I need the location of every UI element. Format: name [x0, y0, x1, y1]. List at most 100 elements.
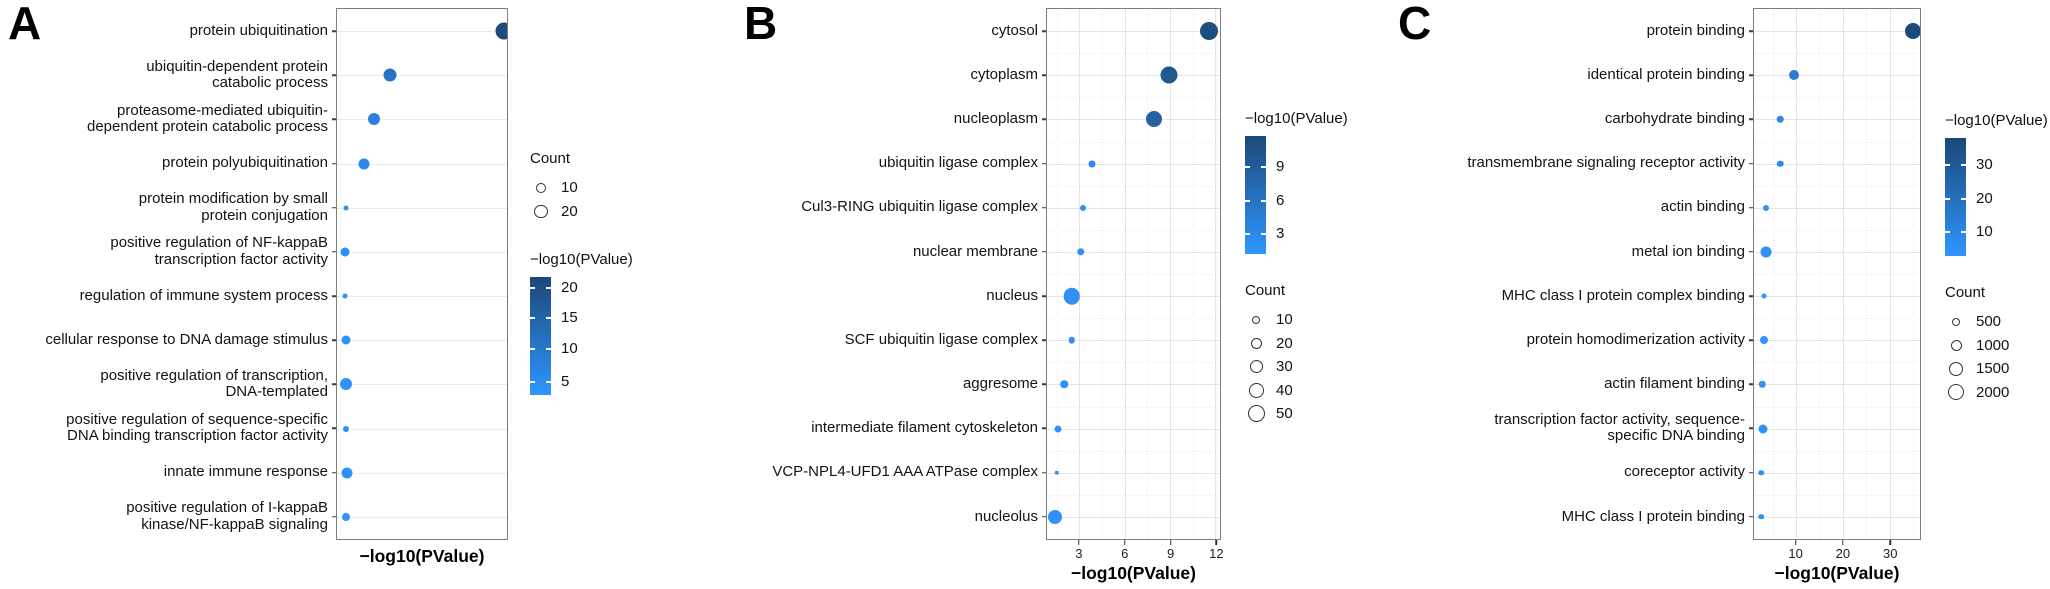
gridline-horizontal-minor — [1047, 318, 1220, 320]
category-label: identical protein binding — [1396, 53, 1753, 97]
gridline-horizontal — [1047, 31, 1220, 33]
category-label-line: cytoplasm — [970, 65, 1038, 83]
legend-count-block: Count 10 20 — [530, 150, 633, 223]
gridline-vertical — [1842, 9, 1844, 539]
category-label: intermediate filament cytoskeleton — [742, 406, 1046, 450]
legend-count-value: 20 — [561, 202, 578, 220]
data-point — [383, 68, 397, 82]
category-label: proteasome-mediated ubiquitin-dependent … — [6, 97, 336, 141]
colorbar-tick-mark — [1945, 231, 1950, 234]
category-label-line: protein homodimerization activity — [1526, 330, 1745, 348]
gridline-vertical — [1170, 9, 1172, 539]
x-tick-mark — [1889, 540, 1891, 545]
colorbar-tick-mark — [546, 347, 551, 350]
legend-circle-box — [1945, 339, 1967, 351]
gridline-vertical-minor — [1192, 9, 1194, 539]
category-label: nucleus — [742, 274, 1046, 318]
colorbar-tick-mark — [1961, 198, 1966, 201]
data-point — [1758, 514, 1765, 520]
gridline-horizontal — [1047, 163, 1220, 165]
gridline-horizontal — [337, 207, 507, 209]
category-label: cellular response to DNA damage stimulus — [6, 318, 336, 362]
gridline-horizontal-minor — [1754, 53, 1920, 55]
category-label: nucleolus — [742, 495, 1046, 539]
gridline-horizontal — [337, 75, 507, 77]
colorbar-tick-mark — [530, 317, 535, 320]
legend-circle-box — [530, 204, 552, 218]
data-point — [340, 247, 350, 257]
gridline-horizontal-minor — [1047, 274, 1220, 275]
gridline-vertical-minor — [1819, 9, 1821, 539]
gridline-horizontal-minor — [1047, 185, 1220, 187]
category-label: cytosol — [742, 9, 1046, 53]
data-point — [342, 425, 349, 432]
colorbar-tick-label: 30 — [1976, 156, 1993, 174]
gridline-horizontal — [1047, 428, 1220, 430]
colorbar-tick-mark — [1245, 199, 1250, 202]
gridline-vertical-minor — [1912, 9, 1914, 539]
category-label: nucleoplasm — [742, 97, 1046, 141]
gridline-horizontal-minor — [1754, 141, 1920, 143]
colorbar-tick-mark — [1245, 165, 1250, 168]
data-point — [1776, 160, 1784, 167]
gridline-horizontal — [337, 340, 507, 342]
category-label-line: DNA binding transcription factor activit… — [67, 427, 328, 445]
gridline-horizontal — [337, 472, 507, 474]
data-point — [1760, 336, 1769, 345]
data-point — [1758, 424, 1768, 434]
category-label: VCP-NPL4-UFD1 AAA ATPase complex — [742, 451, 1046, 495]
colorbar-tick-mark — [1961, 231, 1966, 234]
category-label: protein polyubiquitination — [6, 141, 336, 185]
gridline-horizontal-minor — [1754, 318, 1920, 320]
panel-C-plot-area — [1753, 8, 1921, 540]
category-label-line: kinase/NF-kappaB signaling — [141, 515, 328, 533]
panel-B: B cytosol cytoplasm nucleoplasm ubiquitin l… — [742, 0, 1348, 584]
gridline-horizontal — [1047, 207, 1220, 209]
legend-count-title: Count — [530, 150, 571, 167]
colorbar-tick-mark — [1261, 199, 1266, 202]
colorbar-tick-mark — [530, 347, 535, 350]
x-tick-label: 20 — [1835, 546, 1851, 561]
x-tick-label: 30 — [1883, 546, 1898, 561]
category-label: nuclear membrane — [742, 230, 1046, 274]
x-tick-mark — [1215, 540, 1218, 545]
category-label: ubiquitin-dependent protein catabolic pro… — [6, 53, 336, 97]
category-label-line: ubiquitin ligase complex — [878, 154, 1038, 172]
legend-circle-box — [1945, 384, 1967, 401]
data-point — [341, 467, 353, 479]
legend-circle-box — [1245, 337, 1267, 349]
x-tick-label: 3 — [1075, 546, 1083, 561]
category-label: MHC class I protein complex binding — [1396, 274, 1753, 318]
gridline-horizontal-minor — [1754, 406, 1920, 408]
colorbar-tick-label: 6 — [1276, 191, 1285, 209]
category-label-line: VCP-NPL4-UFD1 AAA ATPase complex — [772, 463, 1038, 481]
data-point — [1068, 337, 1076, 344]
gridline-horizontal — [1047, 296, 1220, 298]
gridline-vertical-minor — [1147, 9, 1149, 539]
colorbar-tick-label: 10 — [561, 339, 578, 357]
legend-count-value: 40 — [1276, 381, 1293, 399]
category-label: transmembrane signaling receptor activit… — [1396, 141, 1753, 185]
colorbar-tick-mark — [1945, 164, 1950, 167]
legend-circle-box — [1945, 317, 1967, 326]
category-label: aggresome — [742, 362, 1046, 406]
gridline-horizontal — [337, 119, 507, 121]
data-point — [343, 205, 349, 211]
legend-count-item: 30 — [1245, 355, 1348, 379]
category-label: Cul3-RING ubiquitin ligase complex — [742, 186, 1046, 230]
category-label: actin binding — [1396, 186, 1753, 230]
gridline-horizontal — [1047, 472, 1220, 474]
legend-count-item: 10 — [530, 176, 633, 200]
panel-C-x-axis-title: −log10(PValue) — [1774, 563, 1900, 583]
legend-circle-box — [1945, 361, 1967, 376]
legend-size-circle — [536, 182, 546, 193]
data-point — [1200, 22, 1219, 41]
category-label: protein ubiquitination — [6, 9, 336, 53]
data-point — [358, 158, 370, 170]
colorbar-gradient — [1945, 138, 1966, 256]
x-tick-label: 12 — [1209, 546, 1224, 561]
panel-C-x-ticks: 10 20 30 — [1753, 540, 1921, 562]
category-label-line: actin filament binding — [1604, 375, 1745, 393]
legend-count-value: 500 — [1976, 313, 2002, 331]
category-label: carbohydrate binding — [1396, 97, 1753, 141]
